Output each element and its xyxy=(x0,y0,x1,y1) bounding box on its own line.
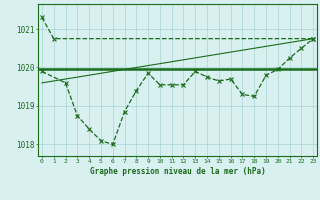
X-axis label: Graphe pression niveau de la mer (hPa): Graphe pression niveau de la mer (hPa) xyxy=(90,167,266,176)
